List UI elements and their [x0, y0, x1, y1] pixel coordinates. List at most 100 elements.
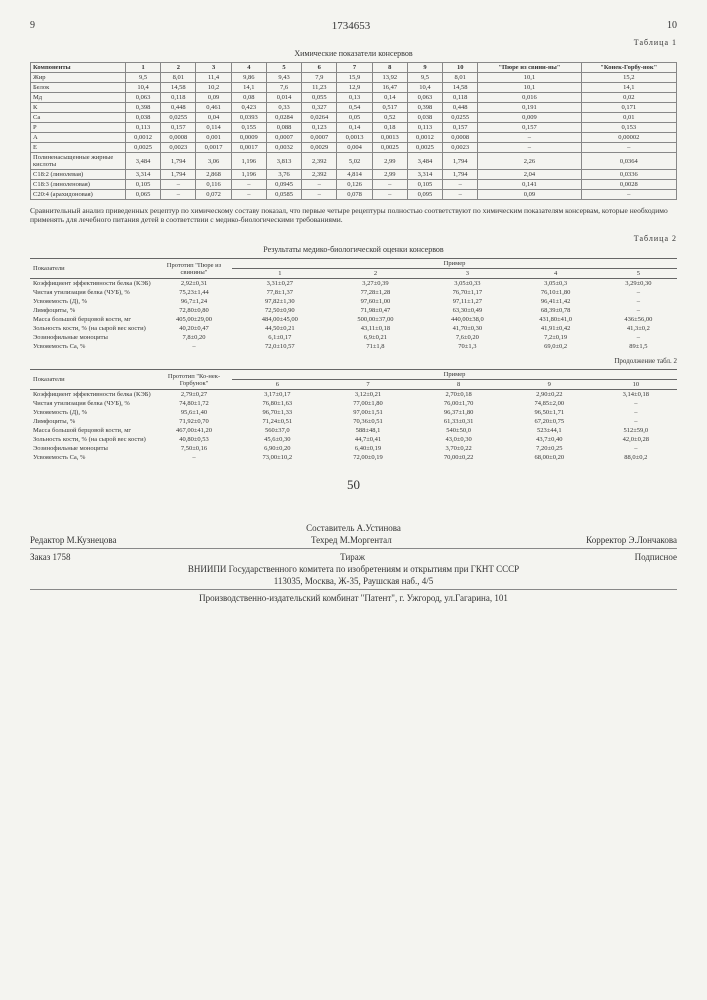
t2-cell: 2,92±0,31: [156, 279, 232, 289]
t2-cell: 74,85±2,00: [504, 399, 595, 408]
t2-cell: 96,70±1,33: [232, 408, 323, 417]
t2-cell: 440,00±38,0: [423, 315, 511, 324]
t2-cell: 72,50±0,90: [232, 306, 328, 315]
t2-cell: 7,6±0,20: [423, 333, 511, 342]
t2-cell: 77,28±1,28: [328, 288, 424, 297]
t2-cell: 7,50±0,16: [156, 444, 232, 453]
t2-cell: 500,00±37,00: [328, 315, 424, 324]
table1-cell: 0,423: [231, 103, 266, 113]
table1-cell: 0,105: [407, 180, 442, 190]
table1-cell: 0,18: [372, 123, 407, 133]
table1-cell: 0,171: [581, 103, 677, 113]
table1-cell: 0,0025: [372, 143, 407, 153]
t2-cell: Эозинофильные моноциты: [30, 333, 156, 342]
table1-cell: –: [443, 180, 478, 190]
t2-cell: 71,98±0,47: [328, 306, 424, 315]
table1-col-header: 10: [443, 63, 478, 73]
table1-col-header: 7: [337, 63, 372, 73]
table1-col-header: 6: [302, 63, 337, 73]
t2-cell: 43,7±0,40: [504, 435, 595, 444]
order: Заказ 1758: [30, 552, 71, 562]
t2-cell: 76,70±1,17: [423, 288, 511, 297]
t2-cell: 43,11±0,18: [328, 324, 424, 333]
table1-cell: 0,157: [161, 123, 196, 133]
t2-cell: 512±59,0: [595, 426, 677, 435]
t2-cell: 6,90±0,20: [232, 444, 323, 453]
table1-cell: 0,54: [337, 103, 372, 113]
table1-cell: 0,105: [126, 180, 161, 190]
table1-cell: 0,0264: [302, 113, 337, 123]
t2-cell: 96,7±1,24: [156, 297, 232, 306]
table1-cell: 1,794: [443, 153, 478, 170]
t2-cell: 6,9±0,21: [328, 333, 424, 342]
t2-cell: Усвояемость (Д), %: [30, 408, 156, 417]
t2-cell: Зольность кости, % (на сырой вес кости): [30, 435, 156, 444]
t2-cell: 76,10±1,80: [512, 288, 600, 297]
table1-cell: 0,0028: [581, 180, 677, 190]
table1-cell: 0,0013: [372, 133, 407, 143]
table1-cell: К: [31, 103, 126, 113]
table1-cell: С20:4 (арахидоновая): [31, 190, 126, 200]
table1-cell: 0,01: [581, 113, 677, 123]
t2-cell: 71±1,8: [328, 342, 424, 351]
table1-cell: –: [478, 143, 581, 153]
table1-cell: 0,0336: [581, 170, 677, 180]
t2-cell: 431,80±41,0: [512, 315, 600, 324]
table1-cell: 0,038: [126, 113, 161, 123]
table1-cell: 0,0945: [266, 180, 301, 190]
table1-cell: 0,08: [231, 93, 266, 103]
t2-subcol: 8: [413, 380, 504, 390]
t2-subcol: 5: [600, 269, 677, 279]
table1-cell: –: [231, 180, 266, 190]
table1-cell: 0,063: [126, 93, 161, 103]
table1-cell: Полиненасыщенные жирные кислоты: [31, 153, 126, 170]
table1-cell: 0,09: [478, 190, 581, 200]
t2-cell: Зольность кости, % (на сырой вес кости): [30, 324, 156, 333]
editor: Редактор М.Кузнецова: [30, 535, 117, 545]
table1-cell: 3,76: [266, 170, 301, 180]
compiler: Составитель А.Устинова: [30, 523, 677, 533]
table1-cell: 0,398: [407, 103, 442, 113]
t2-cell: 7,2±0,19: [512, 333, 600, 342]
t2-cell: 3,17±0,17: [232, 390, 323, 400]
table1-cell: 0,095: [407, 190, 442, 200]
table1-cell: 0,0025: [407, 143, 442, 153]
t2-cell: 72,00±0,19: [323, 453, 414, 462]
org1: ВНИИПИ Государственного комитета по изоб…: [30, 564, 677, 574]
table1-cell: 10,4: [407, 83, 442, 93]
table1-cell: 0,118: [161, 93, 196, 103]
t2-cell: 76,80±1,63: [232, 399, 323, 408]
t2-cell: 71,24±0,51: [232, 417, 323, 426]
t2-cell: –: [595, 417, 677, 426]
table1-cell: 0,113: [407, 123, 442, 133]
table1-cell: 2,99: [372, 170, 407, 180]
table1-cell: 0,0012: [407, 133, 442, 143]
t2-cell: 96,41±1,42: [512, 297, 600, 306]
t2-cell: –: [595, 399, 677, 408]
table1-cell: 0,0017: [231, 143, 266, 153]
table1-cell: 2,26: [478, 153, 581, 170]
t2-cell: 96,50±1,71: [504, 408, 595, 417]
t2-cell: 70,00±0,22: [413, 453, 504, 462]
table1-cell: 0,14: [372, 93, 407, 103]
page-num-left: 9: [30, 20, 35, 32]
table1-cell: 5,02: [337, 153, 372, 170]
table1-cell: Мд: [31, 93, 126, 103]
table1-cell: –: [443, 190, 478, 200]
table1-col-header: "Конек-Горбу-нок": [581, 63, 677, 73]
t2-cell: 3,29±0,30: [600, 279, 677, 289]
t2-example-label: Пример: [232, 370, 677, 380]
t2-cell: 61,33±0,31: [413, 417, 504, 426]
t2-cell: 7,20±0,25: [504, 444, 595, 453]
t2-subcol: 10: [595, 380, 677, 390]
table1-cell: 3,06: [196, 153, 231, 170]
t2-cell: 43,0±0,30: [413, 435, 504, 444]
t2-cell: 3,70±0,22: [413, 444, 504, 453]
page-num-right: 10: [667, 20, 677, 32]
table1-cell: 8,01: [161, 73, 196, 83]
t2-cell: –: [595, 408, 677, 417]
table1-col-header: "Пюре из свини-ны": [478, 63, 581, 73]
t2-cell: 405,00±29,00: [156, 315, 232, 324]
table1-cell: –: [372, 190, 407, 200]
table1-cell: 0,04: [196, 113, 231, 123]
